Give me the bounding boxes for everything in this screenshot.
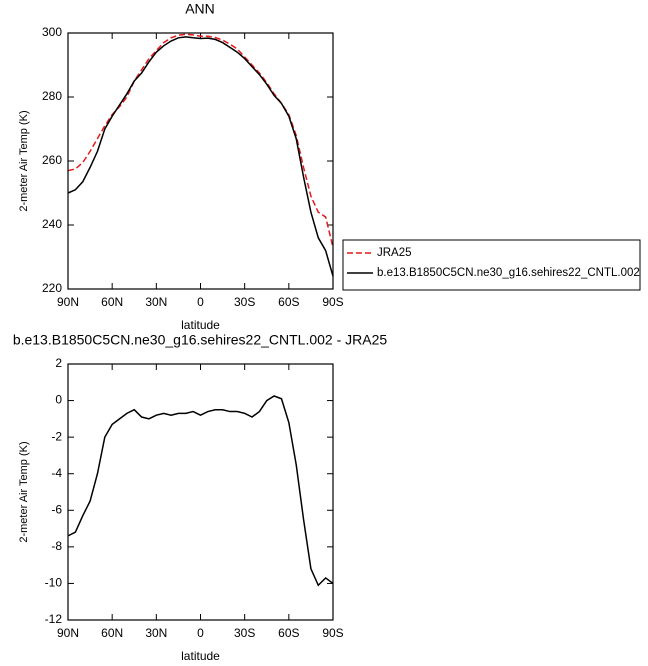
- legend-box: [342, 239, 641, 291]
- x-tick-label: 60S: [278, 295, 299, 309]
- x-tick-label: 30S: [234, 626, 255, 640]
- y-tick-label: 260: [42, 153, 62, 167]
- y-tick-label: -2: [51, 429, 62, 443]
- x-tick-label: 60N: [101, 626, 123, 640]
- x-tick-label: 30N: [145, 295, 167, 309]
- y-tick-label: -4: [51, 466, 62, 480]
- y-tick-label: -12: [45, 612, 63, 626]
- x-axis-label: latitude: [181, 649, 220, 663]
- x-tick-label: 0: [197, 295, 204, 309]
- y-tick-label: 0: [55, 393, 62, 407]
- legend-label: b.e13.B1850C5CN.ne30_g16.sehires22_CNTL.…: [377, 267, 640, 279]
- x-tick-label: 0: [197, 626, 204, 640]
- x-tick-label: 90N: [57, 295, 79, 309]
- chart-title: ANN: [185, 1, 215, 17]
- y-tick-label: 280: [42, 89, 62, 103]
- y-tick-label: 220: [42, 281, 62, 295]
- data-line: [67, 33, 334, 248]
- legend-label: JRA25: [377, 247, 412, 259]
- data-line: [67, 36, 334, 277]
- x-tick-label: 60S: [278, 626, 299, 640]
- data-line: [67, 395, 334, 587]
- y-tick-label: 2: [55, 356, 62, 370]
- x-tick-label: 90S: [322, 295, 343, 309]
- y-tick-label: -6: [51, 502, 62, 516]
- x-tick-label: 60N: [101, 295, 123, 309]
- chart-title: b.e13.B1850C5CN.ne30_g16.sehires22_CNTL.…: [13, 332, 388, 348]
- y-tick-label: -8: [51, 539, 62, 553]
- y-axis-label: 2-meter Air Temp (K): [18, 110, 30, 211]
- y-tick-label: 240: [42, 217, 62, 231]
- x-tick-label: 30N: [145, 626, 167, 640]
- y-axis-label: 2-meter Air Temp (K): [18, 441, 30, 542]
- x-tick-label: 90N: [57, 626, 79, 640]
- y-tick-label: 300: [42, 25, 62, 39]
- plot-frame: [67, 363, 334, 621]
- x-axis-label: latitude: [181, 318, 220, 332]
- plot-frame: [67, 32, 334, 290]
- x-tick-label: 90S: [322, 626, 343, 640]
- y-tick-label: -10: [45, 576, 63, 590]
- x-tick-label: 30S: [234, 295, 255, 309]
